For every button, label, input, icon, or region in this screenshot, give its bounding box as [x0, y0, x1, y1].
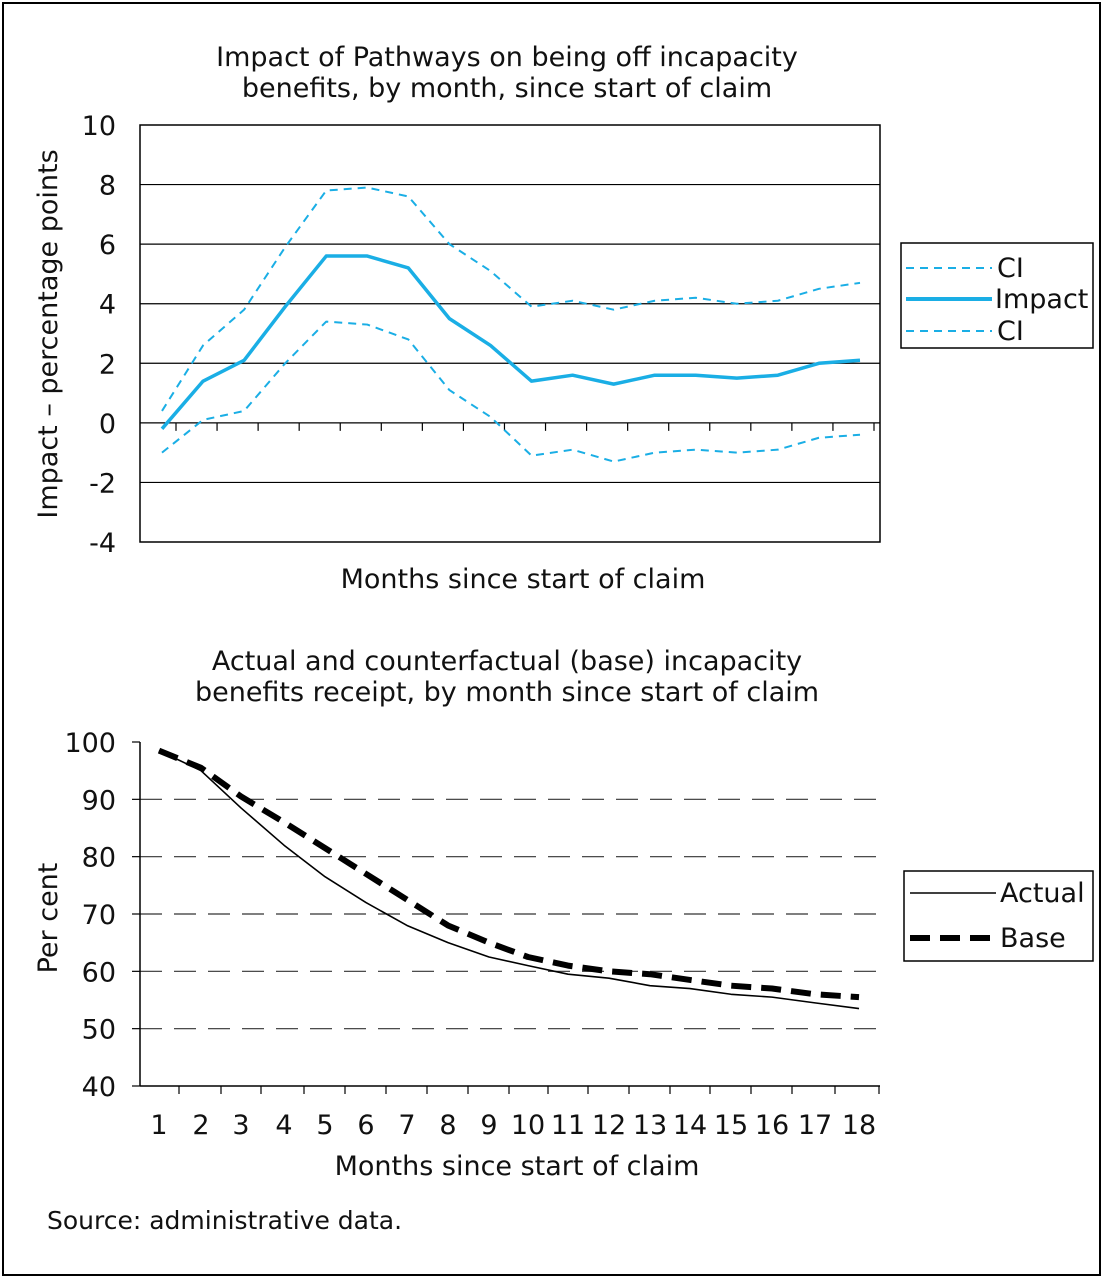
chart-receipt: Actual and counterfactual (base) incapac…: [33, 646, 1094, 1182]
chart2-x-tick-label: 17: [798, 1110, 832, 1141]
legend-ci-upper-label: CI: [997, 253, 1024, 284]
chart2-x-ticks: 1 2 3 4 5 6 7 8 9 10 11 12 13 14 15 16 17 18: [150, 1086, 880, 1141]
chart1-y-ticks: 10 8 6 4 2 0 -2 -4: [82, 111, 116, 559]
chart2-x-tick-label: 1: [150, 1110, 167, 1141]
chart2-y-tick-label: 40: [82, 1072, 116, 1103]
chart2-x-axis-label: Months since start of claim: [335, 1151, 700, 1182]
chart2-x-tick-label: 10: [511, 1110, 545, 1141]
chart2-x-tick-label: 4: [275, 1110, 292, 1141]
chart1-legend-box: [900, 242, 1094, 349]
chart2-x-tick-label: 12: [592, 1110, 626, 1141]
chart2-x-tick-label: 2: [192, 1110, 209, 1141]
chart1-x-axis-label: Months since start of claim: [341, 564, 706, 595]
chart2-x-tick-label: 11: [551, 1110, 585, 1141]
chart1-gridlines: [140, 183, 880, 484]
chart2-legend: Actual Base: [903, 870, 1094, 962]
chart2-x-tick-label: 6: [357, 1110, 374, 1141]
chart-impact: Impact of Pathways on being off incapaci…: [33, 42, 1094, 595]
chart1-y-tick-label: 2: [99, 349, 116, 380]
chart2-x-tick-label: 15: [714, 1110, 748, 1141]
chart2-x-tick-label: 13: [633, 1110, 667, 1141]
chart2-title-line2: benefits receipt, by month since start o…: [195, 677, 819, 708]
chart2-x-tick-label: 16: [755, 1110, 789, 1141]
chart1-series-line-impact: [160, 254, 861, 430]
chart1-x-ticks: [175, 422, 875, 431]
chart2-y-tick-label: 100: [64, 728, 116, 759]
chart1-title-line2: benefits, by month, since start of claim: [242, 73, 772, 104]
chart1-y-tick-label: 4: [99, 290, 116, 321]
chart1-legend: CI Impact CI: [900, 242, 1094, 349]
chart1-y-tick-label: -2: [89, 468, 116, 499]
chart1-y-tick-label: 8: [99, 171, 116, 202]
chart1-series-line-ci-lower: [161, 320, 861, 463]
chart2-series-line-base: [157, 747, 860, 1001]
chart2-x-tick-label: 9: [480, 1110, 497, 1141]
chart2-y-axis-label: Per cent: [33, 863, 64, 974]
chart2-x-tick-label: 14: [673, 1110, 707, 1141]
chart1-y-tick-label: 0: [99, 409, 116, 440]
chart1-y-axis-label: Impact – percentage points: [33, 149, 64, 518]
chart2-legend-box: [903, 870, 1094, 962]
chart1-y-tick-label: -4: [89, 528, 116, 559]
chart1-plot-area: [139, 124, 881, 543]
chart2-title-line1: Actual and counterfactual (base) incapac…: [212, 646, 802, 677]
chart2-x-tick-label: 3: [232, 1110, 249, 1141]
chart1-series: [160, 186, 861, 463]
source-note: Source: administrative data.: [47, 1206, 402, 1235]
chart2-x-tick-label: 8: [439, 1110, 456, 1141]
chart2-series-line-actual: [158, 749, 860, 1010]
chart2-y-tick-label: 50: [82, 1015, 116, 1046]
chart2-y-tick-label: 60: [82, 957, 116, 988]
legend-impact-label: Impact: [995, 284, 1088, 315]
chart2-x-tick-label: 7: [398, 1110, 415, 1141]
chart1-title-line1: Impact of Pathways on being off incapaci…: [216, 42, 798, 73]
legend-base-label: Base: [1000, 923, 1066, 954]
chart2-x-tick-label: 5: [316, 1110, 333, 1141]
chart2-x-tick-label: 18: [842, 1110, 876, 1141]
chart2-y-tick-label: 80: [82, 843, 116, 874]
chart1-y-tick-label: 10: [82, 111, 116, 142]
chart2-y-ticks: 100 90 80 70 60 50 40: [64, 728, 140, 1103]
chart1-y-tick-label: 6: [99, 230, 116, 261]
chart2-y-tick-label: 90: [82, 785, 116, 816]
chart2-series: [157, 747, 860, 1010]
legend-ci-lower-label: CI: [997, 316, 1024, 347]
chart2-gridlines: [140, 798, 880, 1030]
legend-actual-label: Actual: [1000, 878, 1085, 909]
chart2-y-tick-label: 70: [82, 900, 116, 931]
